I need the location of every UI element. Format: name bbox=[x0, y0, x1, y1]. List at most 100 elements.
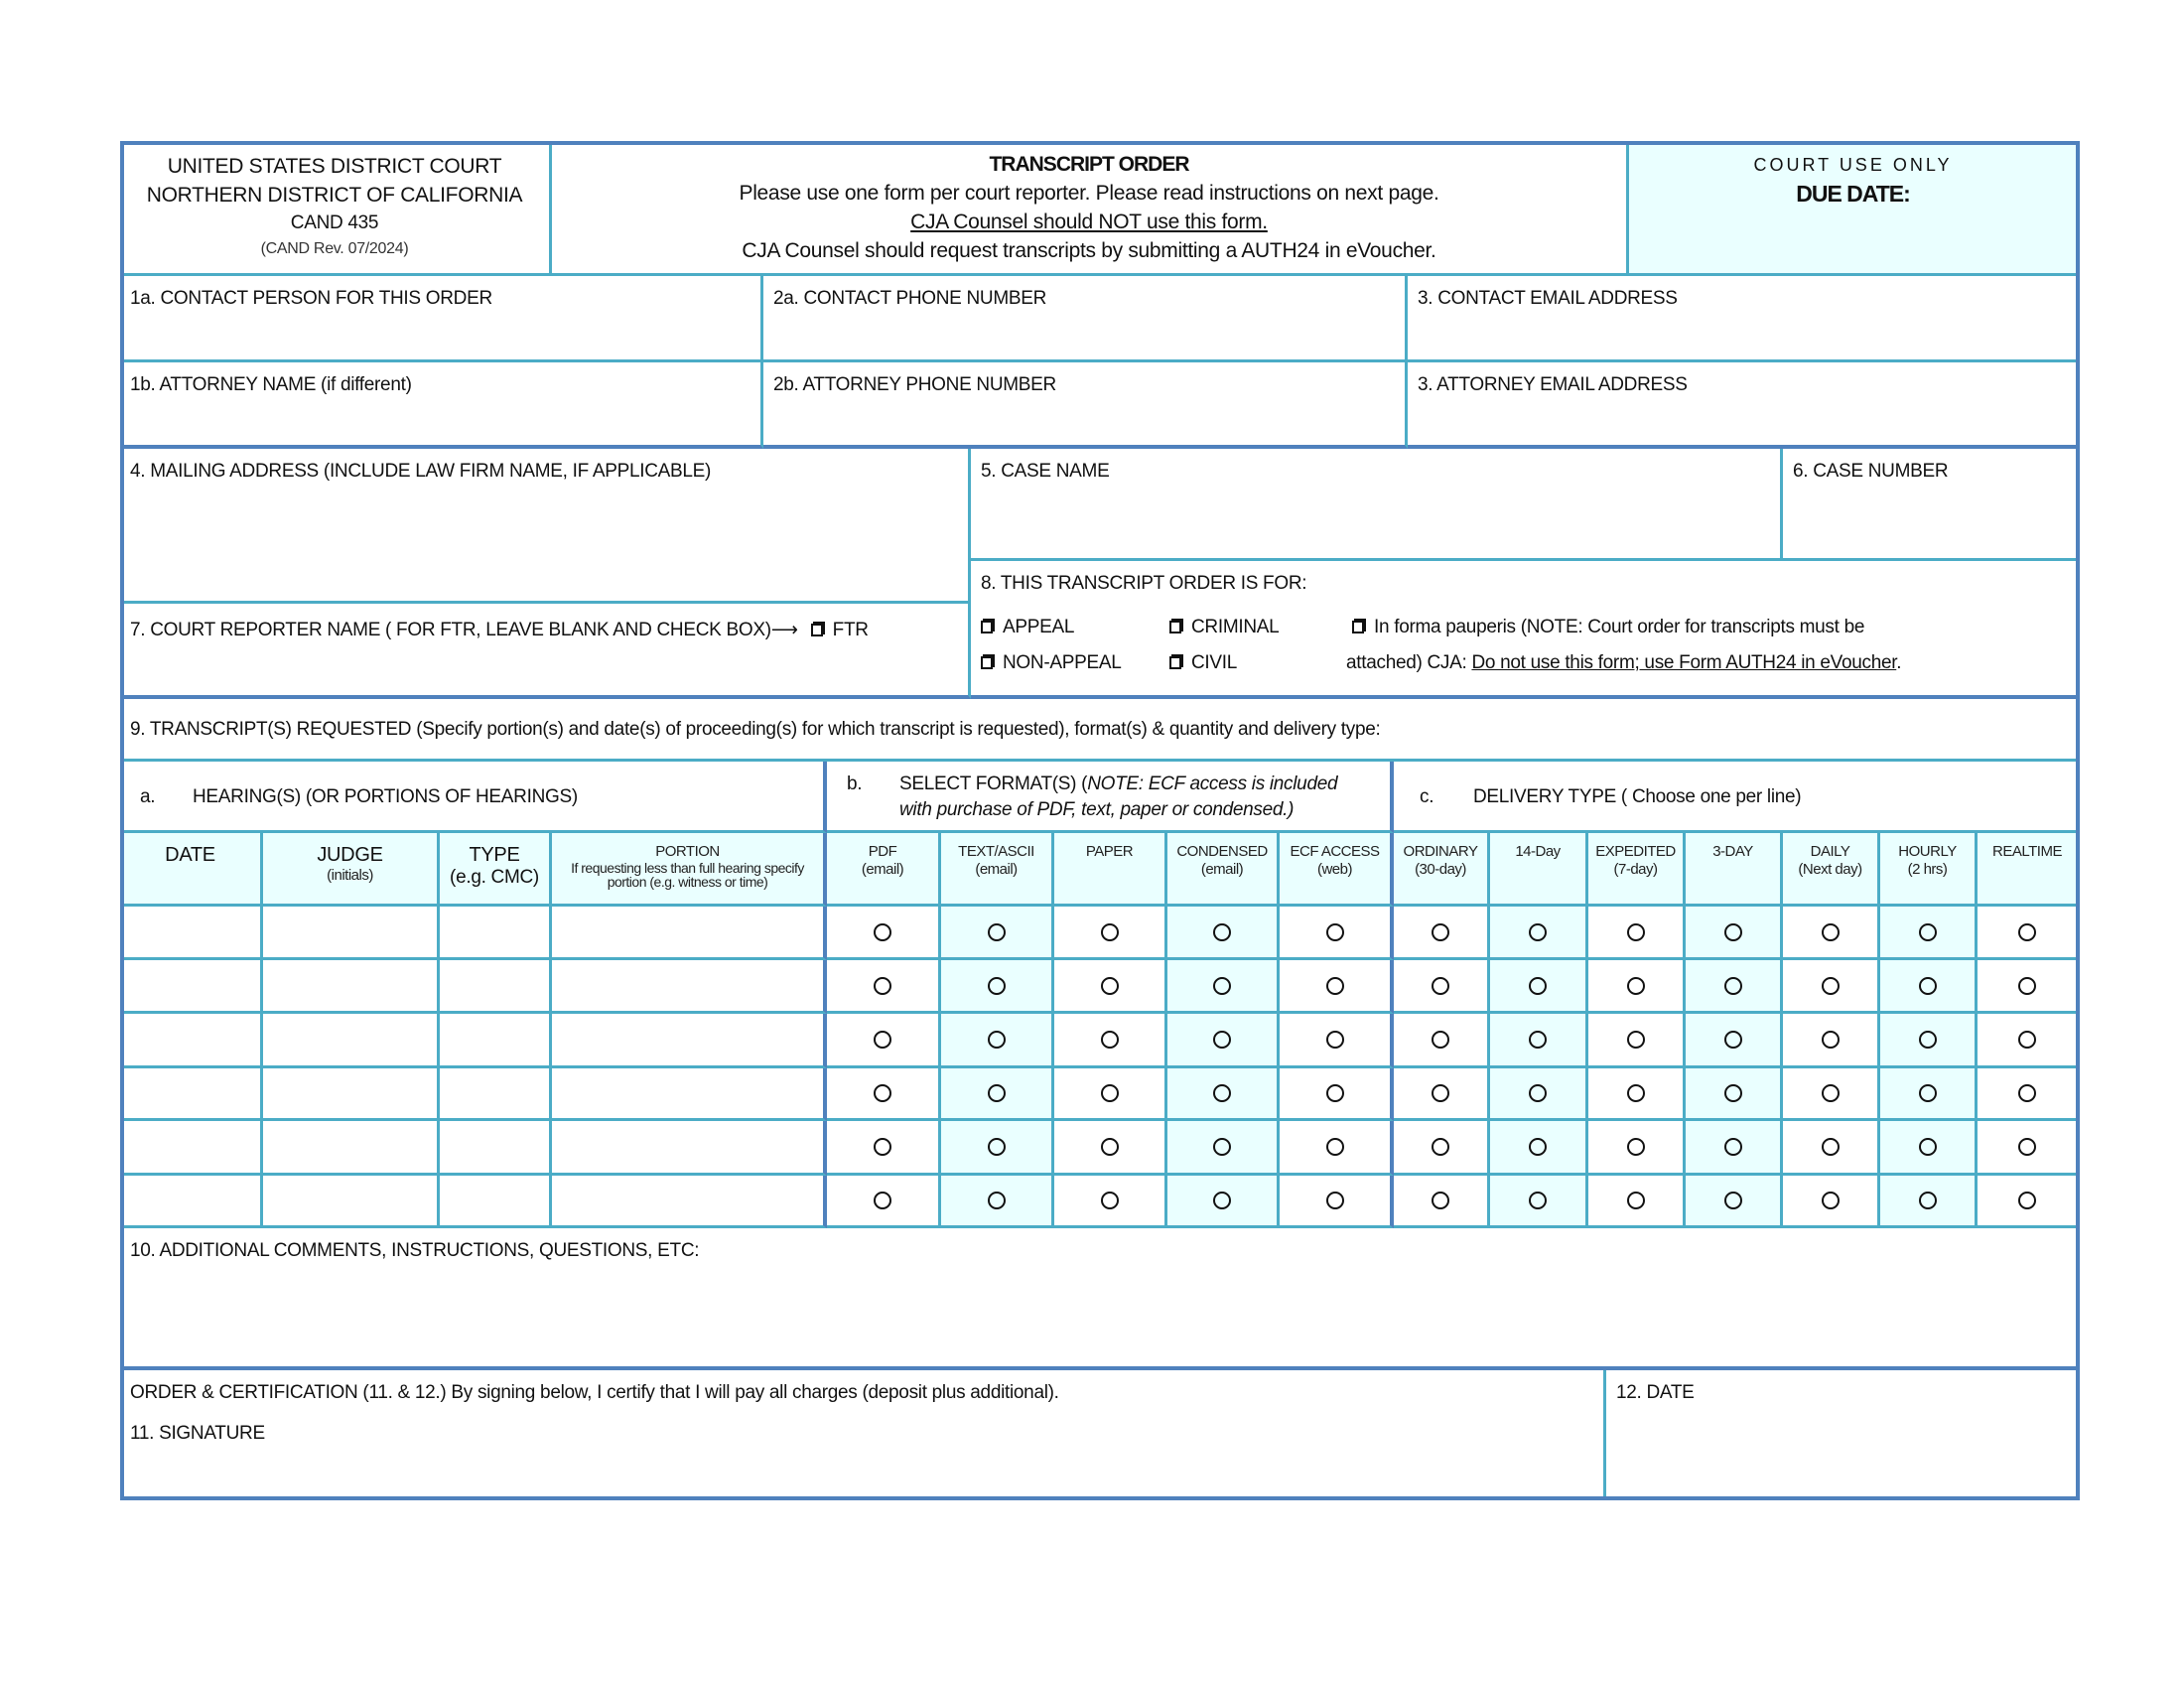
row-6-3-day-radio[interactable] bbox=[1723, 1192, 1742, 1209]
row-1-pdf-radio[interactable] bbox=[874, 922, 891, 941]
row-3-judge-input[interactable] bbox=[263, 1014, 440, 1068]
row-4-ordinary-radio[interactable] bbox=[1432, 1084, 1449, 1102]
mailing-address-field[interactable]: 4. MAILING ADDRESS (INCLUDE LAW FIRM NAM… bbox=[120, 449, 971, 604]
row-6-daily-radio[interactable] bbox=[1821, 1192, 1840, 1209]
row-5-judge-input[interactable] bbox=[263, 1121, 440, 1176]
row-4-expedited-radio[interactable] bbox=[1626, 1084, 1645, 1102]
row-6-type-input[interactable] bbox=[440, 1176, 552, 1228]
row-3-portion-input[interactable] bbox=[552, 1014, 827, 1068]
attorney-phone-field[interactable]: 2b. ATTORNEY PHONE NUMBER bbox=[763, 362, 1408, 449]
row-5-type-input[interactable] bbox=[440, 1121, 552, 1176]
row-5-realtime-radio[interactable] bbox=[2018, 1138, 2036, 1156]
row-2-realtime-radio[interactable] bbox=[2018, 976, 2036, 995]
row-6-text-ascii-radio[interactable] bbox=[987, 1192, 1006, 1209]
case-number-field[interactable]: 6. CASE NUMBER bbox=[1783, 449, 2080, 561]
row-6-realtime-radio[interactable] bbox=[2018, 1192, 2036, 1209]
row-4-daily-radio[interactable] bbox=[1821, 1084, 1840, 1102]
row-6-pdf-radio[interactable] bbox=[874, 1192, 891, 1209]
row-1-daily-radio[interactable] bbox=[1821, 922, 1840, 941]
row-5-date-input[interactable] bbox=[120, 1121, 263, 1176]
case-name-field[interactable]: 5. CASE NAME bbox=[971, 449, 1783, 561]
row-6-condensed-radio[interactable] bbox=[1213, 1192, 1231, 1209]
row-5-pdf-radio[interactable] bbox=[874, 1138, 891, 1156]
row-4-pdf-radio[interactable] bbox=[874, 1084, 891, 1102]
row-3-text-ascii-radio[interactable] bbox=[987, 1031, 1006, 1049]
date-field[interactable]: 12. DATE bbox=[1606, 1370, 2080, 1500]
row-5-daily-radio[interactable] bbox=[1821, 1138, 1840, 1156]
row-3-3-day-radio[interactable] bbox=[1723, 1031, 1742, 1049]
signature-field[interactable]: ORDER & CERTIFICATION (11. & 12.) By sig… bbox=[120, 1370, 1606, 1500]
comments-field[interactable]: 10. ADDITIONAL COMMENTS, INSTRUCTIONS, Q… bbox=[120, 1228, 2080, 1370]
row-6-ordinary-radio[interactable] bbox=[1432, 1192, 1449, 1209]
row-3-paper-radio[interactable] bbox=[1100, 1031, 1119, 1049]
row-3-realtime-radio[interactable] bbox=[2018, 1031, 2036, 1049]
row-2-hourly-radio[interactable] bbox=[1918, 976, 1937, 995]
row-3-date-input[interactable] bbox=[120, 1014, 263, 1068]
row-6-hourly-radio[interactable] bbox=[1918, 1192, 1937, 1209]
row-6-expedited-radio[interactable] bbox=[1626, 1192, 1645, 1209]
row-3-pdf-radio[interactable] bbox=[874, 1031, 891, 1049]
row-6-date-input[interactable] bbox=[120, 1176, 263, 1228]
row-4-judge-input[interactable] bbox=[263, 1068, 440, 1121]
row-1-date-input[interactable] bbox=[120, 907, 263, 960]
row-1-ecf-access-radio[interactable] bbox=[1325, 922, 1344, 941]
row-3-type-input[interactable] bbox=[440, 1014, 552, 1068]
attorney-email-field[interactable]: 3. ATTORNEY EMAIL ADDRESS bbox=[1408, 362, 2080, 449]
row-2-pdf-radio[interactable] bbox=[874, 976, 891, 995]
row-5-hourly-radio[interactable] bbox=[1918, 1138, 1937, 1156]
row-3-hourly-radio[interactable] bbox=[1918, 1031, 1937, 1049]
civil-checkbox[interactable] bbox=[1169, 656, 1181, 669]
contact-phone-field[interactable]: 2a. CONTACT PHONE NUMBER bbox=[763, 276, 1408, 362]
row-4-3-day-radio[interactable] bbox=[1723, 1084, 1742, 1102]
row-1-text-ascii-radio[interactable] bbox=[987, 922, 1006, 941]
row-4-hourly-radio[interactable] bbox=[1918, 1084, 1937, 1102]
row-6-paper-radio[interactable] bbox=[1100, 1192, 1119, 1209]
row-6-portion-input[interactable] bbox=[552, 1176, 827, 1228]
row-4-realtime-radio[interactable] bbox=[2018, 1084, 2036, 1102]
row-2-text-ascii-radio[interactable] bbox=[987, 976, 1006, 995]
row-3-ecf-access-radio[interactable] bbox=[1325, 1031, 1344, 1049]
row-4-date-input[interactable] bbox=[120, 1068, 263, 1121]
row-3-daily-radio[interactable] bbox=[1821, 1031, 1840, 1049]
row-4-14-day-radio[interactable] bbox=[1529, 1084, 1547, 1102]
row-1-realtime-radio[interactable] bbox=[2018, 922, 2036, 941]
row-3-ordinary-radio[interactable] bbox=[1432, 1031, 1449, 1049]
row-5-portion-input[interactable] bbox=[552, 1121, 827, 1176]
row-1-14-day-radio[interactable] bbox=[1529, 922, 1547, 941]
row-2-portion-input[interactable] bbox=[552, 960, 827, 1014]
row-3-condensed-radio[interactable] bbox=[1213, 1031, 1231, 1049]
row-5-text-ascii-radio[interactable] bbox=[987, 1138, 1006, 1156]
criminal-checkbox[interactable] bbox=[1169, 621, 1181, 633]
row-5-14-day-radio[interactable] bbox=[1529, 1138, 1547, 1156]
row-4-portion-input[interactable] bbox=[552, 1068, 827, 1121]
row-1-3-day-radio[interactable] bbox=[1723, 922, 1742, 941]
row-1-ordinary-radio[interactable] bbox=[1432, 922, 1449, 941]
row-5-ecf-access-radio[interactable] bbox=[1325, 1138, 1344, 1156]
row-5-condensed-radio[interactable] bbox=[1213, 1138, 1231, 1156]
row-2-paper-radio[interactable] bbox=[1100, 976, 1119, 995]
row-1-portion-input[interactable] bbox=[552, 907, 827, 960]
row-2-ecf-access-radio[interactable] bbox=[1325, 976, 1344, 995]
row-4-type-input[interactable] bbox=[440, 1068, 552, 1121]
row-5-3-day-radio[interactable] bbox=[1723, 1138, 1742, 1156]
row-6-ecf-access-radio[interactable] bbox=[1325, 1192, 1344, 1209]
row-3-14-day-radio[interactable] bbox=[1529, 1031, 1547, 1049]
row-2-date-input[interactable] bbox=[120, 960, 263, 1014]
row-6-14-day-radio[interactable] bbox=[1529, 1192, 1547, 1209]
row-5-expedited-radio[interactable] bbox=[1626, 1138, 1645, 1156]
row-2-judge-input[interactable] bbox=[263, 960, 440, 1014]
row-6-judge-input[interactable] bbox=[263, 1176, 440, 1228]
row-2-ordinary-radio[interactable] bbox=[1432, 976, 1449, 995]
row-2-daily-radio[interactable] bbox=[1821, 976, 1840, 995]
appeal-checkbox[interactable] bbox=[981, 621, 993, 633]
row-1-condensed-radio[interactable] bbox=[1213, 922, 1231, 941]
row-2-type-input[interactable] bbox=[440, 960, 552, 1014]
row-2-condensed-radio[interactable] bbox=[1213, 976, 1231, 995]
contact-person-field[interactable]: 1a. CONTACT PERSON FOR THIS ORDER bbox=[120, 276, 763, 362]
row-2-3-day-radio[interactable] bbox=[1723, 976, 1742, 995]
row-4-ecf-access-radio[interactable] bbox=[1325, 1084, 1344, 1102]
row-2-14-day-radio[interactable] bbox=[1529, 976, 1547, 995]
row-1-expedited-radio[interactable] bbox=[1626, 922, 1645, 941]
row-4-text-ascii-radio[interactable] bbox=[987, 1084, 1006, 1102]
row-1-judge-input[interactable] bbox=[263, 907, 440, 960]
